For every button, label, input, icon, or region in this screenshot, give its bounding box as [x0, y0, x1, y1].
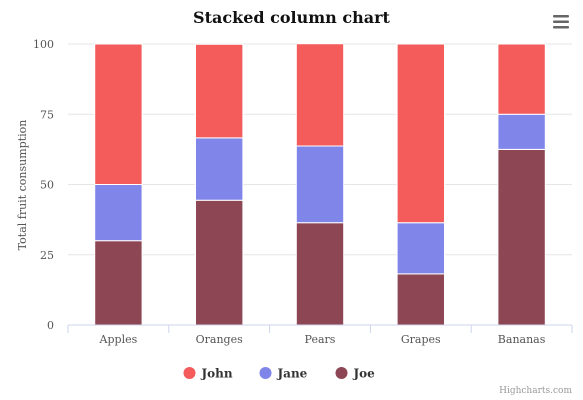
legend: John Jane Joe — [183, 367, 376, 381]
bar-series — [94, 43, 546, 326]
bar-john-apples[interactable] — [94, 43, 143, 185]
bar-joe-pears[interactable] — [295, 222, 345, 326]
y-tick-label: 75 — [40, 108, 54, 121]
legend-item-joe[interactable]: Joe — [335, 367, 376, 381]
legend-item-john[interactable]: John — [183, 367, 233, 381]
bar-jane-pears[interactable] — [295, 145, 345, 224]
x-tick-label: Pears — [305, 333, 336, 346]
axes: 0 25 50 75 100 Apples Oranges Pears Grapes Banana… — [33, 38, 573, 346]
bar-jane-grapes[interactable] — [396, 222, 445, 275]
bar-john-grapes[interactable] — [396, 43, 445, 224]
x-tick-label: Apples — [99, 333, 138, 346]
x-tick-label: Bananas — [498, 333, 546, 346]
legend-marker — [335, 367, 348, 379]
bar-jane-bananas[interactable] — [497, 113, 546, 150]
chart-title: Stacked column chart — [193, 8, 391, 27]
credits-link[interactable]: Highcharts.com — [499, 386, 572, 396]
y-tick-label: 0 — [47, 319, 54, 332]
bar-joe-oranges[interactable] — [195, 199, 244, 326]
legend-label: Joe — [353, 367, 376, 381]
y-tick-label: 25 — [40, 249, 54, 262]
legend-label: John — [201, 367, 233, 381]
y-tick-label: 100 — [33, 38, 54, 51]
legend-label: Jane — [277, 367, 308, 381]
legend-marker — [259, 367, 272, 379]
bar-joe-grapes[interactable] — [396, 273, 445, 326]
bar-john-oranges[interactable] — [195, 43, 244, 139]
bar-joe-bananas[interactable] — [497, 148, 546, 326]
y-tick-label: 50 — [40, 179, 54, 192]
y-axis-title: Total fruit consumption — [16, 120, 29, 251]
legend-item-jane[interactable]: Jane — [259, 367, 308, 381]
x-tick-label: Oranges — [196, 333, 243, 346]
bar-jane-apples[interactable] — [94, 184, 143, 242]
bar-john-bananas[interactable] — [497, 43, 546, 115]
hamburger-menu-icon[interactable] — [549, 12, 573, 32]
bar-john-pears[interactable] — [295, 43, 345, 147]
x-tick-label: Grapes — [401, 333, 441, 346]
legend-marker — [183, 367, 196, 379]
bar-jane-oranges[interactable] — [195, 137, 244, 201]
bar-joe-apples[interactable] — [94, 240, 143, 326]
